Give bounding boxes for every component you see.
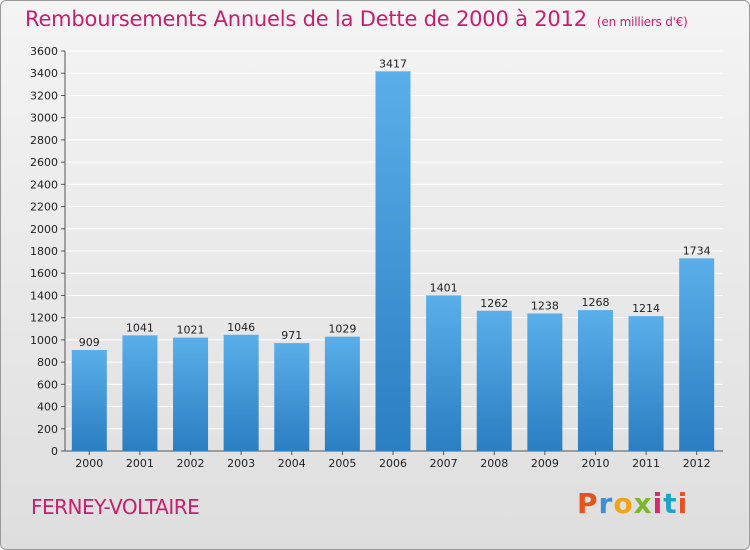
value-label: 909 xyxy=(79,336,100,349)
bar-2011[interactable] xyxy=(628,316,664,451)
logo-letter: i xyxy=(652,487,664,520)
y-tick-label: 2600 xyxy=(30,156,58,169)
x-tick-label: 2005 xyxy=(328,457,356,470)
bar-2004[interactable] xyxy=(274,343,310,451)
bar-2003[interactable] xyxy=(223,334,259,451)
value-label: 1734 xyxy=(683,244,711,257)
y-tick-label: 2000 xyxy=(30,223,58,236)
value-label: 971 xyxy=(281,329,302,342)
x-tick-label: 2004 xyxy=(278,457,306,470)
logo-letter: r xyxy=(598,487,614,520)
y-tick-label: 2400 xyxy=(30,178,58,191)
y-tick-label: 3600 xyxy=(30,45,58,58)
proxiti-logo[interactable]: Proxiti xyxy=(577,487,688,520)
bar-2002[interactable] xyxy=(173,337,209,451)
value-label: 1041 xyxy=(126,321,154,334)
bar-2012[interactable] xyxy=(679,258,715,451)
y-tick-label: 400 xyxy=(37,401,58,414)
label-layer: 909 1041 1021 1046 971 1029 3417 1401 1262 1238 12… xyxy=(79,57,711,349)
value-label: 1401 xyxy=(430,281,458,294)
value-label: 1021 xyxy=(177,324,205,337)
logo-letter: o xyxy=(613,487,634,520)
y-tick-label: 3400 xyxy=(30,67,58,80)
bar-2010[interactable] xyxy=(577,310,613,451)
x-tick-label: 2011 xyxy=(632,457,660,470)
bar-layer xyxy=(71,71,715,451)
x-tick-label: 2000 xyxy=(75,457,103,470)
x-tick-label: 2008 xyxy=(480,457,508,470)
y-tick-label: 1200 xyxy=(30,312,58,325)
value-label: 1029 xyxy=(328,323,356,336)
value-label: 1268 xyxy=(581,296,609,309)
chart-title-text: Remboursements Annuels de la Dette de 20… xyxy=(25,7,587,31)
bar-2009[interactable] xyxy=(527,313,563,451)
x-tick-label: 2007 xyxy=(430,457,458,470)
chart-title: Remboursements Annuels de la Dette de 20… xyxy=(25,7,688,31)
logo-letter: x xyxy=(633,487,653,520)
x-tick-label: 2012 xyxy=(683,457,711,470)
y-tick-label: 0 xyxy=(51,445,58,458)
value-label: 1214 xyxy=(632,302,660,315)
y-tick-label: 1600 xyxy=(30,267,58,280)
x-tick-label: 2002 xyxy=(177,457,205,470)
chart-subtitle: (en milliers d'€) xyxy=(596,15,688,29)
y-tick-label: 3200 xyxy=(30,89,58,102)
y-tick-label: 600 xyxy=(37,378,58,391)
logo-letter: i xyxy=(677,487,689,520)
bar-2007[interactable] xyxy=(426,295,462,451)
bar-2005[interactable] xyxy=(324,336,360,451)
bar-2001[interactable] xyxy=(122,335,158,451)
y-tick-label: 1800 xyxy=(30,245,58,258)
y-tick-label: 800 xyxy=(37,356,58,369)
x-tick-label: 2009 xyxy=(531,457,559,470)
value-label: 1238 xyxy=(531,299,559,312)
y-tick-label: 1400 xyxy=(30,289,58,302)
y-tick-label: 2800 xyxy=(30,134,58,147)
y-tick-label: 1000 xyxy=(30,334,58,347)
logo-letter: P xyxy=(577,487,599,520)
value-label: 3417 xyxy=(379,57,407,70)
x-tick-label: 2010 xyxy=(581,457,609,470)
commune-name: FERNEY-VOLTAIRE xyxy=(31,495,200,519)
value-label: 1262 xyxy=(480,297,508,310)
bar-2006[interactable] xyxy=(375,71,411,451)
value-label: 1046 xyxy=(227,321,255,334)
x-tick-label: 2001 xyxy=(126,457,154,470)
bar-2000[interactable] xyxy=(71,350,107,451)
bar-2008[interactable] xyxy=(476,310,512,451)
x-tick-label: 2003 xyxy=(227,457,255,470)
y-tick-label: 200 xyxy=(37,423,58,436)
x-tick-label: 2006 xyxy=(379,457,407,470)
y-tick-label: 2200 xyxy=(30,201,58,214)
logo-letter: t xyxy=(663,487,678,520)
y-tick-label: 3000 xyxy=(30,112,58,125)
